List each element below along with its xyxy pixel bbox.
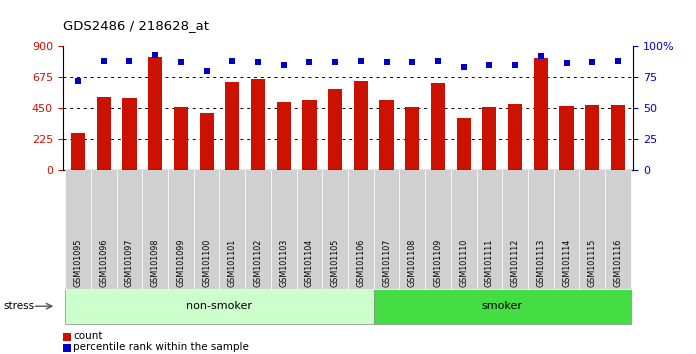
Bar	[122, 98, 136, 170]
Text: GSM101098: GSM101098	[151, 238, 159, 287]
Point	[227, 58, 238, 64]
Text: GSM101114: GSM101114	[562, 239, 571, 287]
Text: GSM101108: GSM101108	[408, 239, 417, 287]
Point	[124, 58, 135, 64]
Bar	[328, 89, 342, 170]
Text: stress: stress	[3, 301, 35, 311]
Text: GSM101110: GSM101110	[459, 239, 468, 287]
Point	[355, 58, 366, 64]
Text: GSM101100: GSM101100	[202, 239, 211, 287]
Point	[175, 59, 187, 65]
Point	[278, 62, 290, 67]
Text: GSM101116: GSM101116	[613, 239, 622, 287]
Bar	[560, 106, 574, 170]
Bar	[276, 102, 291, 170]
Text: GSM101106: GSM101106	[356, 239, 365, 287]
Bar	[611, 105, 625, 170]
Text: GSM101103: GSM101103	[279, 239, 288, 287]
Text: GSM101115: GSM101115	[587, 238, 596, 287]
Point	[561, 61, 572, 66]
Text: GSM101112: GSM101112	[511, 238, 520, 287]
Point	[509, 62, 521, 67]
Bar	[174, 107, 188, 170]
Point	[458, 64, 469, 70]
Bar	[251, 79, 265, 170]
Text: smoker: smoker	[482, 301, 523, 311]
Bar	[508, 104, 522, 170]
Point	[535, 53, 546, 59]
Bar	[585, 105, 599, 170]
Text: GSM101097: GSM101097	[125, 238, 134, 287]
Text: GSM101107: GSM101107	[382, 238, 391, 287]
Text: GSM101109: GSM101109	[434, 238, 443, 287]
Text: percentile rank within the sample: percentile rank within the sample	[73, 342, 249, 352]
Text: GSM101101: GSM101101	[228, 239, 237, 287]
Point	[432, 58, 443, 64]
Text: GSM101096: GSM101096	[100, 238, 109, 287]
Bar	[379, 101, 394, 170]
Bar	[148, 57, 162, 170]
Point	[253, 59, 264, 65]
Text: GSM101113: GSM101113	[537, 239, 545, 287]
Text: non-smoker: non-smoker	[187, 301, 253, 311]
Text: GSM101104: GSM101104	[305, 239, 314, 287]
Point	[381, 59, 392, 65]
Point	[587, 59, 598, 65]
Text: count: count	[73, 331, 102, 341]
Point	[484, 62, 495, 67]
Bar	[200, 113, 214, 170]
Text: GSM101095: GSM101095	[74, 238, 83, 287]
Bar	[405, 107, 419, 170]
Bar	[302, 100, 317, 170]
Point	[201, 68, 212, 74]
Bar	[354, 81, 368, 170]
Text: GSM101102: GSM101102	[253, 238, 262, 287]
Point	[406, 59, 418, 65]
Text: GSM101099: GSM101099	[176, 238, 185, 287]
Point	[304, 59, 315, 65]
Point	[330, 59, 341, 65]
Text: GDS2486 / 218628_at: GDS2486 / 218628_at	[63, 19, 209, 32]
Bar	[482, 107, 496, 170]
Point	[150, 52, 161, 57]
Text: GSM101105: GSM101105	[331, 238, 340, 287]
Bar	[457, 118, 470, 170]
Point	[98, 58, 109, 64]
Text: GSM101111: GSM101111	[485, 239, 494, 287]
Point	[72, 78, 84, 84]
Bar	[71, 133, 85, 170]
Bar	[534, 58, 548, 170]
Bar	[431, 83, 445, 170]
Bar	[226, 82, 239, 170]
Bar	[97, 97, 111, 170]
Point	[612, 58, 624, 64]
